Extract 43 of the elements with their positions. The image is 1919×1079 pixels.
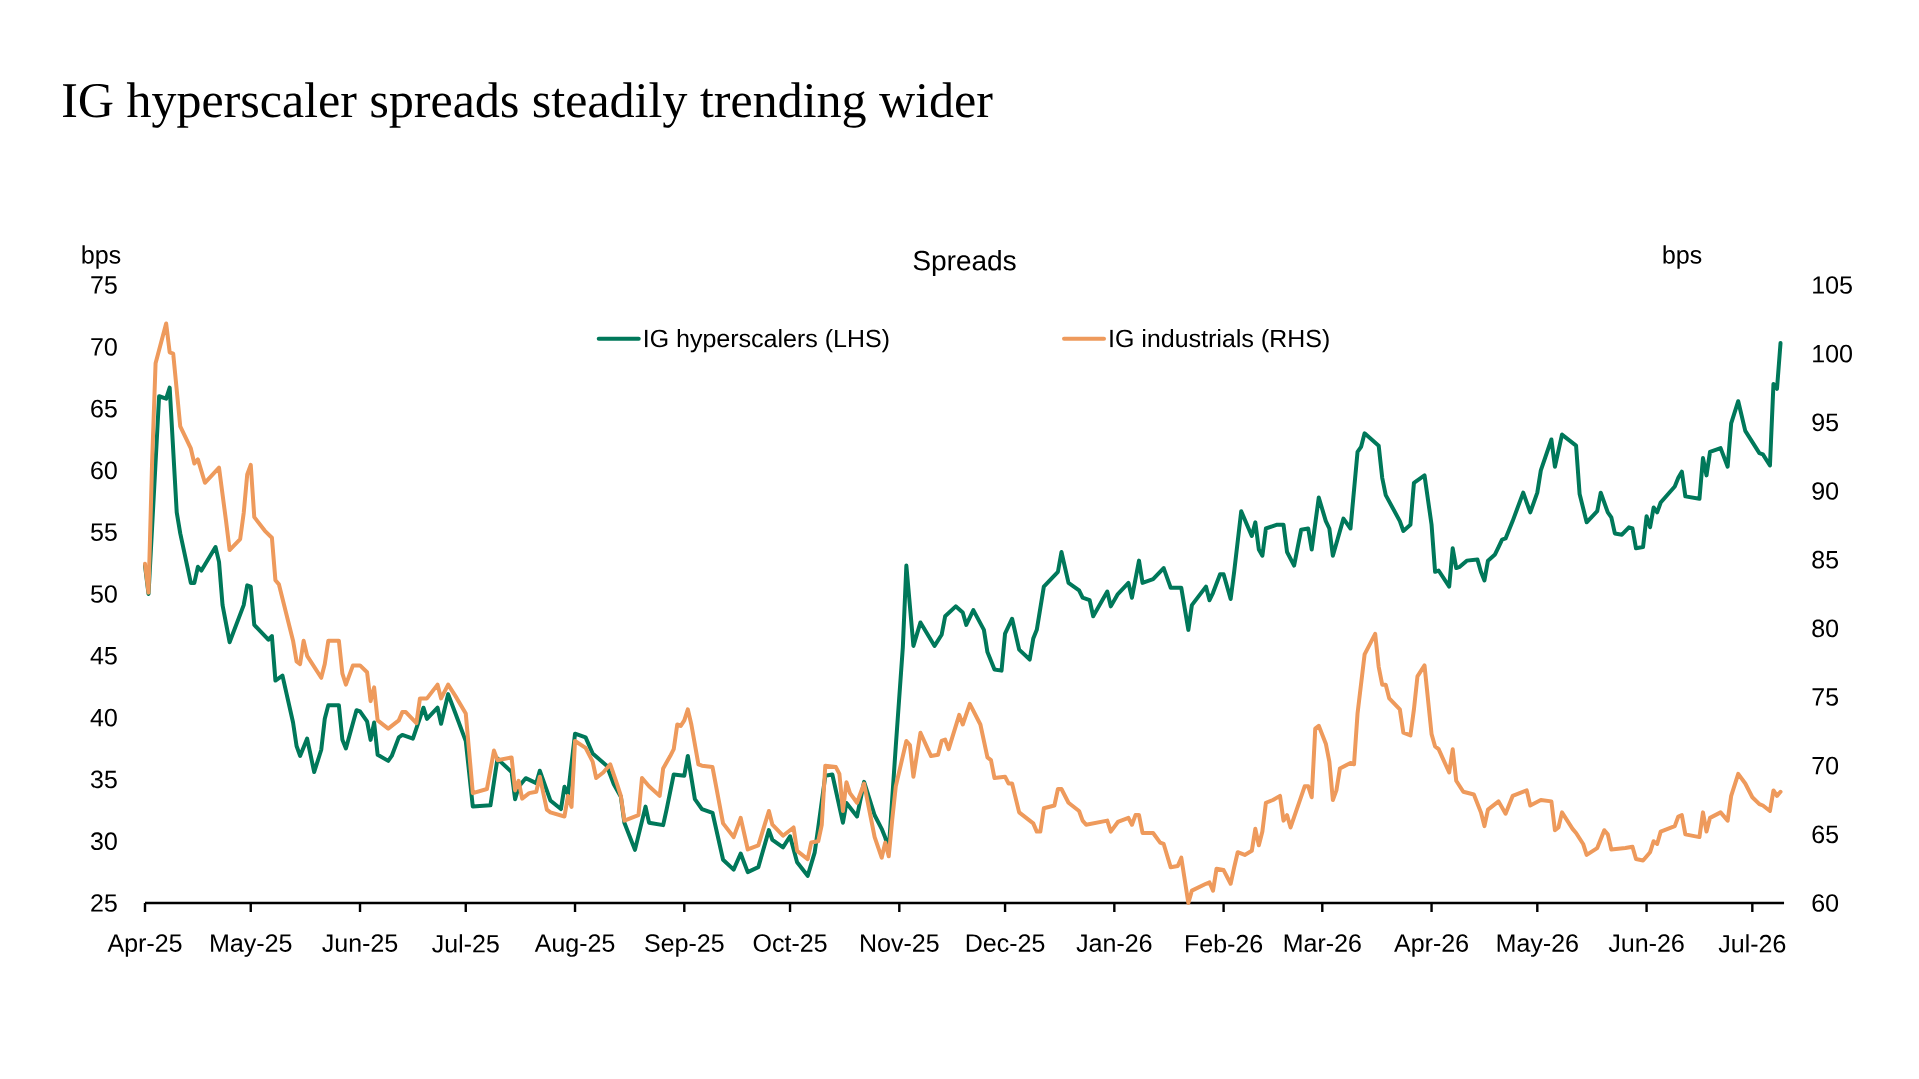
x-tick-label: Jan-26 (1076, 934, 1152, 952)
y-tick-label: 25 (91, 894, 117, 912)
legend-label: IG industrials (RHS) (1110, 328, 1329, 353)
y-tick-label: 45 (90, 647, 117, 665)
y2-axis-title: bps (1663, 245, 1702, 269)
y2-tick-label: 60 (1812, 894, 1839, 912)
y-tick-label: 75 (91, 276, 117, 294)
x-tick-label: Oct-25 (753, 934, 827, 952)
y-tick-label: 35 (90, 770, 117, 789)
x-tick-label: Jul-25 (432, 934, 499, 953)
y-tick-label: 60 (91, 461, 117, 480)
x-tick-label: Sep-25 (645, 934, 724, 957)
legend-label: IG hyperscalers (LHS) (645, 328, 889, 353)
y-tick-label: 30 (90, 832, 117, 851)
x-tick-label: Nov-25 (861, 934, 939, 952)
y-tick-label: 70 (91, 337, 117, 356)
x-tick-label: Apr-26 (1394, 934, 1468, 957)
x-tick-label: Jul-26 (1718, 934, 1786, 953)
y-tick-label: 55 (91, 523, 117, 541)
y2-tick-label: 95 (1812, 413, 1839, 432)
x-tick-label: Feb-26 (1186, 934, 1263, 953)
y2-tick-label: 65 (1812, 825, 1839, 844)
x-tick-label: May-26 (1497, 934, 1578, 957)
y2-tick-label: 100 (1813, 344, 1852, 363)
y-tick-label: 65 (91, 399, 117, 418)
y2-tick-label: 105 (1813, 276, 1852, 294)
y-axis-title: bps (82, 245, 121, 269)
x-tick-label: Dec-25 (966, 934, 1045, 952)
x-tick-label: May-25 (211, 934, 292, 957)
y2-tick-label: 80 (1812, 619, 1839, 638)
x-tick-label: Apr-25 (107, 934, 182, 957)
y2-tick-label: 75 (1812, 688, 1839, 706)
x-tick-label: Jun-26 (1608, 934, 1684, 952)
x-tick-label: Aug-25 (534, 934, 615, 957)
y2-tick-label: 70 (1812, 756, 1839, 775)
chart-subtitle: Spreads (913, 249, 1016, 277)
y2-tick-label: 90 (1812, 482, 1839, 500)
y-tick-label: 50 (91, 585, 117, 603)
y2-tick-label: 85 (1812, 550, 1839, 569)
x-tick-label: Mar-26 (1284, 934, 1361, 952)
x-tick-label: Jun-25 (322, 934, 398, 952)
y-tick-label: 40 (90, 708, 117, 727)
chart-title: IG hyperscaler spreads steadily trending wider (63, 82, 993, 128)
